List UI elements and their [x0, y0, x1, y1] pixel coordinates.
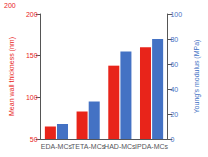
- svg-text:IPDA-MCs: IPDA-MCs: [135, 143, 169, 150]
- svg-text:150: 150: [26, 52, 38, 59]
- svg-text:60: 60: [170, 61, 178, 68]
- svg-text:40: 40: [170, 86, 178, 93]
- svg-text:80: 80: [170, 36, 178, 43]
- svg-text:EDA-MCs: EDA-MCs: [41, 143, 73, 150]
- svg-text:Young's modulus (MPa): Young's modulus (MPa): [193, 40, 201, 114]
- svg-text:200: 200: [4, 2, 16, 9]
- svg-text:HAD-MCs: HAD-MCs: [104, 143, 136, 150]
- svg-text:Mean wall thickness (nm): Mean wall thickness (nm): [8, 37, 16, 116]
- svg-text:TETA-MCs: TETA-MCs: [71, 143, 106, 150]
- svg-text:200: 200: [26, 11, 38, 18]
- svg-text:100: 100: [170, 11, 182, 18]
- svg-text:100: 100: [26, 94, 38, 101]
- svg-text:50: 50: [30, 136, 38, 143]
- svg-text:20: 20: [170, 111, 178, 118]
- svg-text:0: 0: [170, 136, 174, 143]
